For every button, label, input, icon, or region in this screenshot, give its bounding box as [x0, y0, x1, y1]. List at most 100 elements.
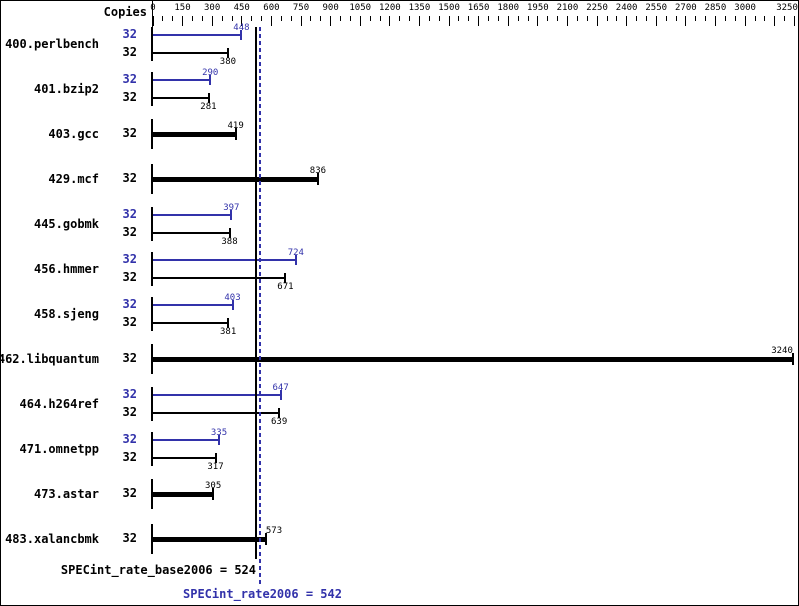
copies-value: 32: [122, 432, 137, 446]
axis-tick-label: 1650: [467, 3, 490, 13]
copies-value: 32: [122, 171, 137, 185]
axis-tick: [744, 16, 746, 26]
copies-value: 32: [122, 387, 137, 401]
axis-tick: [734, 16, 736, 21]
benchmark-label: 445.gobmk: [33, 217, 99, 231]
axis-tick: [192, 16, 193, 21]
copies-value: 32: [122, 27, 137, 41]
copies-value: 32: [122, 450, 137, 464]
base-summary-text: SPECint_rate_base2006 = 524: [60, 563, 256, 577]
axis-tick: [419, 16, 420, 26]
axis-tick-label: 2550: [645, 3, 668, 13]
axis-tick-label: 750: [292, 3, 310, 13]
copies-value: 32: [122, 207, 137, 221]
copies-value: 32: [122, 252, 137, 266]
bar-value-label: 836: [309, 166, 327, 176]
axis-tick: [616, 16, 618, 21]
axis-tick-label: 300: [204, 3, 221, 13]
axis-tick-label: 0: [150, 3, 156, 13]
axis-tick: [349, 16, 351, 21]
axis-tick: [586, 16, 588, 21]
base-ref-line: [255, 27, 258, 559]
bar-endcap: [228, 228, 231, 238]
copies-value: 32: [122, 72, 137, 86]
bar-value-label: 573: [265, 526, 283, 536]
bar-value-label: 388: [221, 237, 238, 247]
benchmark-label: 483.xalancbmk: [5, 532, 99, 546]
bar-value-label: 647: [272, 383, 289, 393]
base-bar: [153, 412, 280, 414]
bar-value-label: 639: [271, 417, 288, 427]
bar-endcap: [230, 210, 233, 220]
axis-tick-label: 2100: [556, 3, 579, 13]
group-spine: [151, 252, 153, 286]
copies-column-header: Copies: [103, 5, 147, 19]
benchmark-label: 401.bzip2: [33, 82, 99, 96]
bar-value-label: 671: [277, 282, 294, 292]
bar-endcap: [234, 128, 237, 140]
benchmark-label: 456.hmmer: [33, 262, 99, 276]
axis-tick: [695, 16, 697, 21]
bar-value-label: 724: [287, 248, 304, 258]
group-spine: [151, 207, 153, 241]
group-spine: [151, 119, 153, 149]
bar-value-label: 281: [200, 102, 217, 112]
bar-value-label: 397: [223, 203, 240, 213]
bar-endcap: [231, 300, 234, 310]
benchmark-label: 464.h264ref: [19, 397, 99, 411]
bar-endcap: [218, 435, 221, 445]
axis-tick-label: 1800: [497, 3, 520, 13]
axis-tick-label: 150: [174, 3, 191, 13]
group-spine: [151, 164, 153, 194]
axis-tick: [774, 16, 776, 26]
peak-bar: [153, 79, 211, 81]
group-spine: [151, 387, 153, 421]
axis-tick: [547, 16, 549, 21]
axis-tick: [330, 16, 332, 26]
axis-tick-label: 1200: [379, 3, 401, 13]
axis-tick-label: 2850: [704, 3, 727, 13]
benchmark-label: 403.gcc: [48, 127, 99, 141]
axis-tick: [626, 16, 628, 26]
base-bar: [153, 52, 228, 54]
bar-value-label: 335: [210, 428, 228, 438]
axis-tick-label: 1050: [349, 3, 372, 13]
axis-tick: [241, 16, 243, 26]
axis-tick-label: 1350: [408, 3, 431, 13]
axis-tick: [270, 16, 272, 26]
axis-tick: [409, 16, 411, 21]
bar-value-label: 448: [233, 23, 250, 33]
copies-value: 32: [122, 486, 137, 500]
bar-endcap: [284, 273, 287, 283]
axis-tick: [428, 16, 430, 21]
copies-value: 32: [122, 126, 137, 140]
base-bar: [153, 97, 209, 99]
bar-endcap: [240, 30, 243, 40]
peak-bar: [153, 259, 296, 261]
single-bar: [153, 132, 236, 137]
base-bar: [153, 232, 230, 234]
axis-tick: [379, 16, 381, 21]
axis-tick: [389, 16, 391, 26]
axis-tick: [448, 16, 450, 26]
peak-bar: [153, 304, 233, 306]
axis-tick: [636, 16, 638, 21]
axis-tick: [754, 16, 756, 21]
axis-tick: [596, 16, 598, 26]
axis-tick: [261, 16, 263, 21]
bar-endcap: [227, 318, 230, 328]
axis-tick-label: 1950: [527, 3, 549, 13]
axis-tick: [152, 16, 154, 26]
axis-tick: [290, 16, 292, 21]
axis-tick: [211, 16, 213, 26]
axis-separator-line: [152, 1, 153, 27]
benchmark-label: 429.mcf: [48, 172, 99, 186]
axis-tick: [251, 16, 253, 21]
axis-tick: [715, 16, 716, 26]
peak-bar: [153, 439, 220, 441]
axis-tick: [646, 16, 647, 21]
copies-value: 32: [122, 225, 137, 239]
copies-value: 32: [122, 315, 137, 329]
axis-tick: [300, 16, 302, 26]
bar-endcap: [207, 93, 210, 103]
